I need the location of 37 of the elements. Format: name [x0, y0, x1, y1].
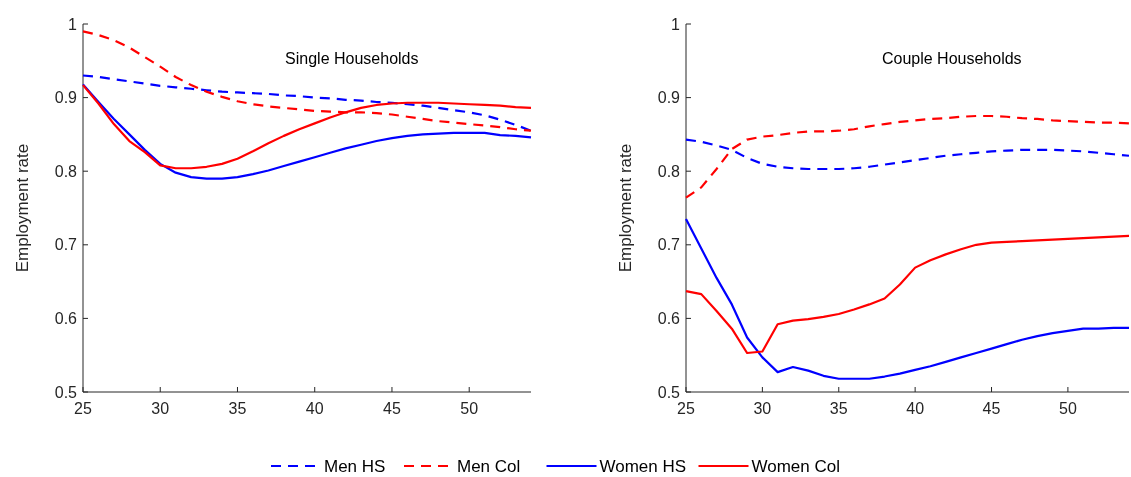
y-tick-label: 0.8: [657, 162, 681, 180]
legend-label: Women HS: [599, 456, 687, 476]
text: Couple Households: [881, 50, 1022, 67]
y-tick-label: 0.9: [54, 89, 78, 107]
x-tick-label: 25: [677, 400, 695, 417]
legend-label: Men Col: [457, 456, 521, 476]
x-tick-label: 40: [305, 400, 324, 417]
x-tick-label: 45: [383, 400, 401, 417]
line-series: [684, 234, 1131, 355]
legend-label: Men HS: [324, 456, 386, 476]
x-tick-label: 30: [151, 400, 170, 417]
y-tick-label: 0.8: [54, 162, 78, 180]
line-series: [684, 114, 1131, 199]
y-tick-label: 0.5: [657, 383, 681, 401]
x-tick-label: 40: [906, 400, 925, 417]
y-tick-label: 0.6: [657, 310, 681, 327]
x-tick-label: 35: [228, 400, 247, 417]
y-tick-label: 1: [68, 15, 78, 33]
y-tick-label: 0.7: [657, 236, 681, 254]
line-series: [81, 74, 533, 132]
y-tick-label: 0.5: [54, 383, 78, 401]
line-series: [684, 217, 1131, 380]
x-tick-label: 50: [460, 400, 479, 417]
y-tick-label: 0.6: [54, 310, 78, 327]
line-series: [684, 138, 1131, 171]
legend-label: Women Col: [751, 456, 840, 476]
x-tick-label: 30: [753, 400, 772, 417]
text: Single Households: [285, 50, 419, 67]
y-tick-label: 1: [671, 15, 681, 33]
x-tick-label: 35: [829, 400, 848, 417]
x-tick-label: 50: [1059, 400, 1077, 417]
y-axis-title: Employment rate: [13, 143, 32, 273]
y-tick-label: 0.9: [657, 89, 681, 107]
x-tick-label: 25: [74, 400, 92, 417]
y-tick-label: 0.7: [54, 236, 78, 254]
y-axis-title: Employment rate: [616, 143, 635, 273]
x-tick-label: 45: [982, 400, 1001, 417]
